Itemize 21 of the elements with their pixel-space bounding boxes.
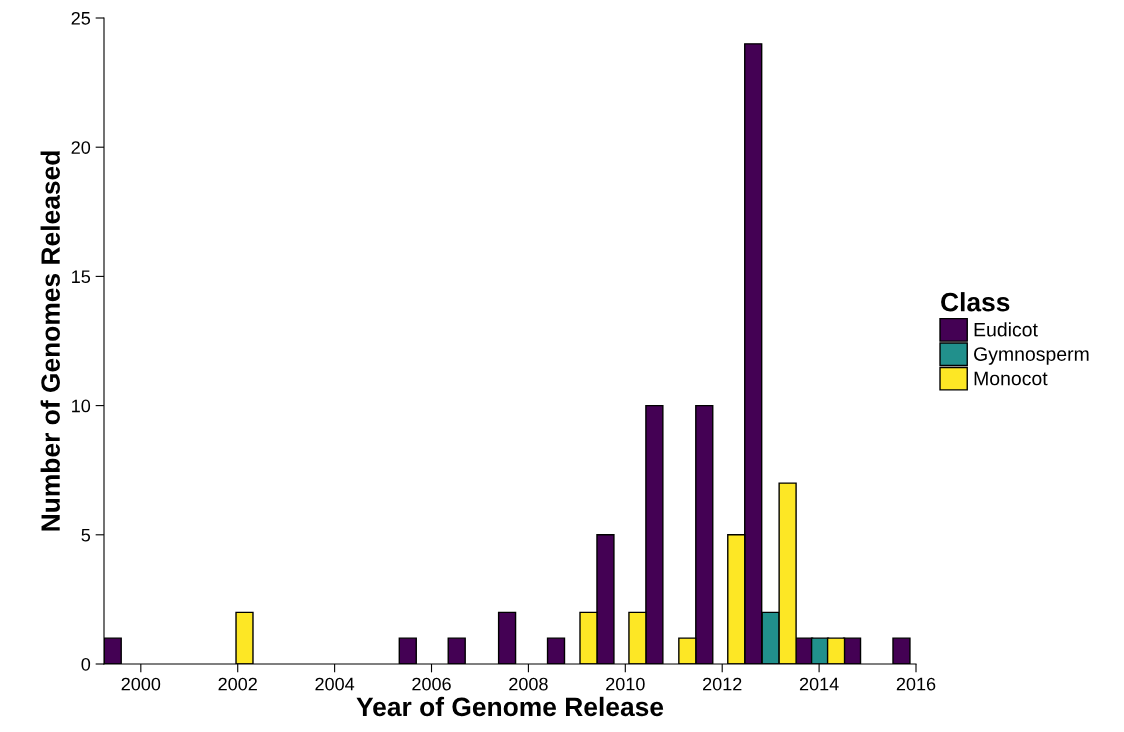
y-tick-label: 15 [72, 270, 91, 284]
legend-label: Eudicot [974, 322, 1038, 337]
x-tick-label: 2014 [799, 677, 839, 691]
x-tick-label: 2000 [121, 677, 161, 691]
legend-title: Class [941, 292, 1010, 312]
x-axis-title: Year of Genome Release [356, 696, 664, 717]
y-tick-label: 10 [72, 399, 91, 413]
y-tick-label: 0 [81, 657, 91, 671]
y-tick-label: 25 [71, 11, 91, 25]
y-tick-label: 20 [71, 141, 91, 154]
legend-label: Monocot [974, 371, 1048, 386]
x-tick-label: 2010 [606, 677, 645, 691]
x-tick-label: 2004 [315, 677, 355, 691]
y-tick-label: 5 [81, 528, 91, 542]
x-tick-label: 2016 [896, 677, 936, 691]
legend-label: Gymnosperm [974, 347, 1089, 365]
y-axis-title: Number of Genomes Released [40, 151, 60, 531]
x-tick-label: 2008 [509, 677, 548, 691]
x-tick-label: 2006 [412, 677, 451, 691]
x-tick-label: 2002 [218, 677, 257, 691]
x-tick-label: 2012 [703, 677, 742, 691]
